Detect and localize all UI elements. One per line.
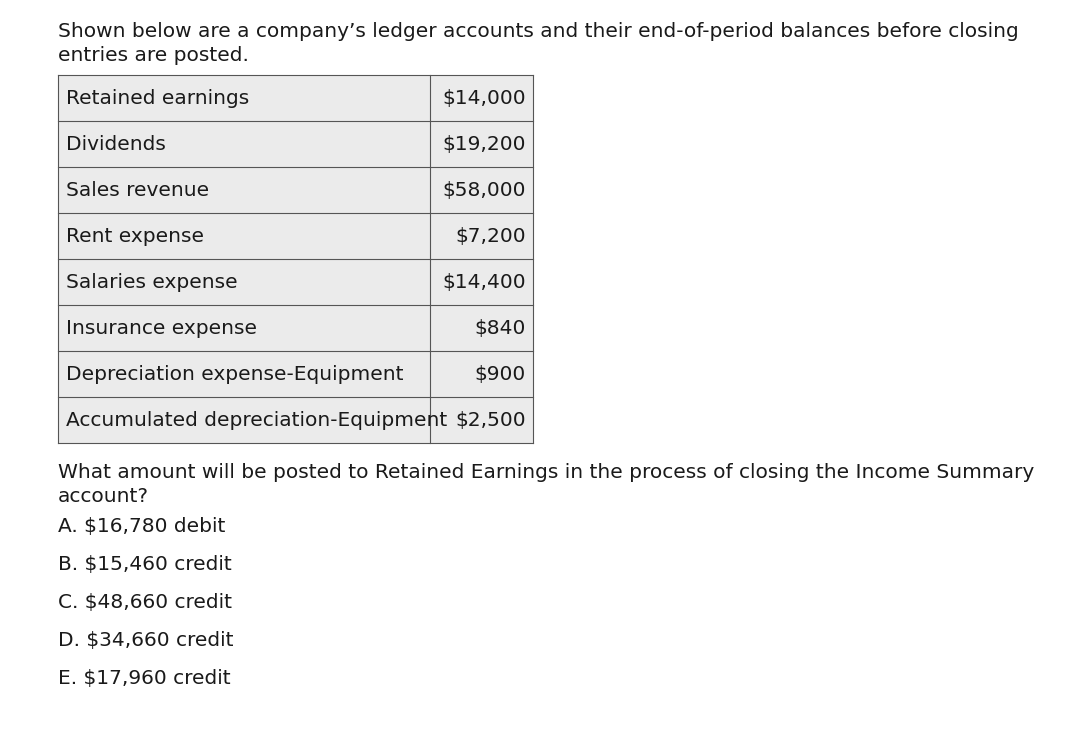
Bar xyxy=(58,305,533,351)
Text: $840: $840 xyxy=(475,319,526,338)
Text: D. $34,660 credit: D. $34,660 credit xyxy=(58,631,234,650)
Text: $2,500: $2,500 xyxy=(456,410,526,429)
Bar xyxy=(58,397,533,443)
Text: B. $15,460 credit: B. $15,460 credit xyxy=(58,555,232,574)
Text: E. $17,960 credit: E. $17,960 credit xyxy=(58,669,230,688)
Text: Accumulated depreciation-Equipment: Accumulated depreciation-Equipment xyxy=(66,410,447,429)
Bar xyxy=(58,121,533,167)
Text: Rent expense: Rent expense xyxy=(66,227,204,246)
Text: account?: account? xyxy=(58,487,149,506)
Text: What amount will be posted to Retained Earnings in the process of closing the In: What amount will be posted to Retained E… xyxy=(58,463,1034,482)
Text: $19,200: $19,200 xyxy=(443,134,526,154)
Bar xyxy=(58,75,533,121)
Text: entries are posted.: entries are posted. xyxy=(58,46,249,65)
Text: Insurance expense: Insurance expense xyxy=(66,319,257,338)
Text: Sales revenue: Sales revenue xyxy=(66,181,209,200)
Bar xyxy=(58,213,533,259)
Text: Retained earnings: Retained earnings xyxy=(66,88,250,107)
Text: Shown below are a company’s ledger accounts and their end-of-period balances bef: Shown below are a company’s ledger accou… xyxy=(58,22,1018,41)
Text: $7,200: $7,200 xyxy=(456,227,526,246)
Text: $900: $900 xyxy=(475,364,526,383)
Text: A. $16,780 debit: A. $16,780 debit xyxy=(58,517,225,536)
Text: $14,400: $14,400 xyxy=(443,273,526,292)
Text: $58,000: $58,000 xyxy=(443,181,526,200)
Bar xyxy=(58,167,533,213)
Text: Dividends: Dividends xyxy=(66,134,166,154)
Bar xyxy=(58,259,533,305)
Text: C. $48,660 credit: C. $48,660 credit xyxy=(58,593,232,612)
Text: Depreciation expense-Equipment: Depreciation expense-Equipment xyxy=(66,364,403,383)
Text: $14,000: $14,000 xyxy=(443,88,526,107)
Text: Salaries expense: Salaries expense xyxy=(66,273,238,292)
Bar xyxy=(58,351,533,397)
